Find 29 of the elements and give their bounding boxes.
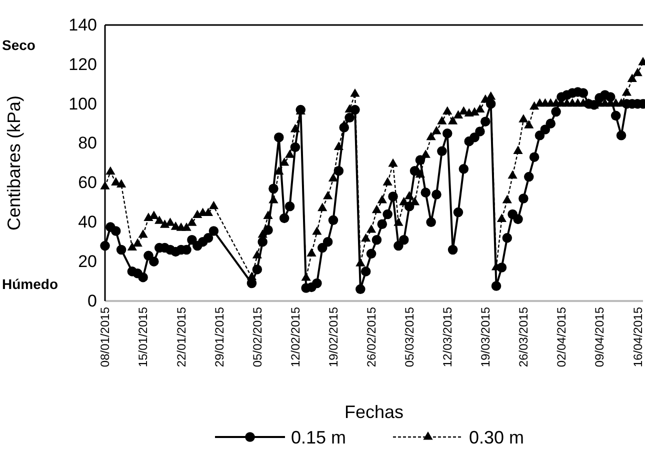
- x-tick-label: 12/03/2015: [440, 306, 455, 368]
- x-tick-label: 16/04/2015: [630, 306, 645, 368]
- x-tick-label: 26/03/2015: [516, 306, 531, 368]
- x-tick-label: 05/02/2015: [250, 306, 264, 368]
- x-tick-label: 08/01/2015: [98, 306, 112, 368]
- y-tick-label: 40: [78, 212, 97, 232]
- legend-label: 0.30 m: [469, 427, 524, 448]
- text: Húmedo: [2, 276, 58, 292]
- x-tick-label: 19/03/2015: [478, 306, 493, 368]
- y-tick-label: 0: [88, 291, 97, 310]
- x-tick-label: 15/01/2015: [136, 306, 150, 368]
- x-axis-title: Fechas: [344, 402, 404, 422]
- y-tick-label: 20: [78, 252, 97, 272]
- y-tick-label: 80: [78, 134, 97, 153]
- y-tick-label: 100: [68, 94, 97, 114]
- y-axis-title: Centibares (kPa): [4, 95, 24, 231]
- x-tick-label: 29/01/2015: [212, 306, 226, 368]
- x-tick-label: 02/04/2015: [554, 306, 569, 368]
- x-tick-label: 26/02/2015: [364, 306, 378, 368]
- x-tick-label: 22/01/2015: [174, 306, 188, 368]
- y-tick-label: 120: [68, 54, 97, 74]
- y-tick-label: 60: [78, 173, 97, 192]
- x-tick-label: 19/02/2015: [326, 306, 340, 368]
- x-tick-label: 09/04/2015: [592, 306, 607, 368]
- legend-label: 0.15 m: [291, 427, 346, 448]
- text: Seco: [2, 37, 36, 53]
- x-tick-label: 05/03/2015: [402, 306, 417, 368]
- x-tick-label: 12/02/2015: [288, 306, 302, 368]
- y-tick-label: 140: [68, 15, 97, 34]
